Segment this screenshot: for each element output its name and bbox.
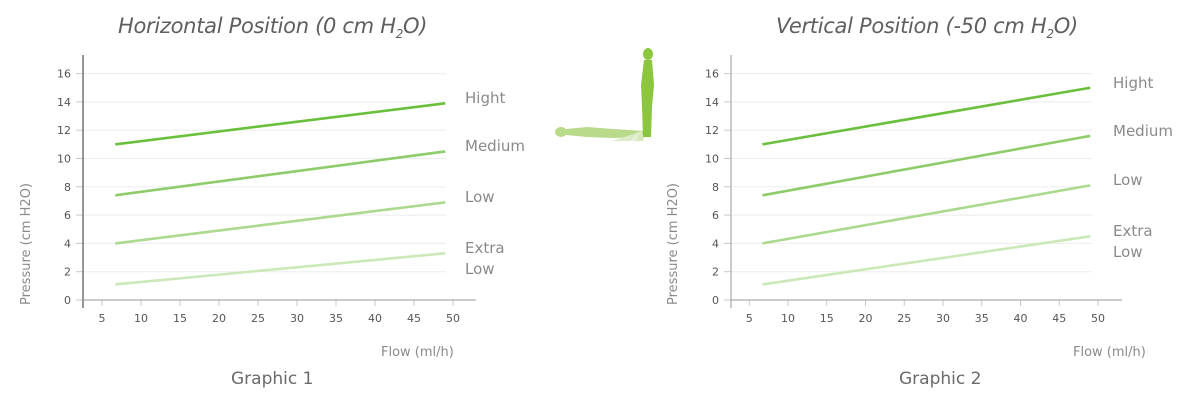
y-tick-label: 2 (64, 266, 71, 279)
y-tick-label: 14 (57, 96, 71, 109)
y-tick-label: 6 (712, 209, 719, 222)
chart-title-text-end: O) (403, 14, 428, 38)
x-tick-label: 35 (975, 312, 989, 325)
x-tick-label: 45 (407, 312, 421, 325)
series-label-line: Low (465, 260, 495, 279)
x-tick-label: 30 (290, 312, 304, 325)
y-tick-label: 16 (705, 68, 719, 81)
series-line-low (762, 184, 1091, 245)
y-axis-label: Pressure (cm H2O) (666, 182, 681, 305)
chart-title: Horizontal Position (0 cm H2O) (118, 14, 427, 41)
x-tick-label: 50 (1091, 312, 1105, 325)
x-tick-label: 50 (446, 312, 460, 325)
series-label-medium: Medium (465, 136, 525, 157)
series-label-low: Low (465, 187, 495, 208)
x-axis-label: Flow (ml/h) (381, 345, 454, 360)
chart-plot-area: 0 2 4 6 8 10 12 14 16 5 10 15 20 25 30 35 40 45 50 (57, 55, 476, 325)
chart-title: Vertical Position (-50 cm H2O) (776, 14, 1078, 41)
x-tick-label: 15 (173, 312, 187, 325)
x-tick-label: 20 (859, 312, 873, 325)
series-label-line: Medium (1113, 121, 1173, 140)
x-axis-label: Flow (ml/h) (1073, 345, 1146, 360)
x-tick-label: 35 (329, 312, 343, 325)
x-tick-label: 40 (1014, 312, 1028, 325)
chart-plot-area: 0 2 4 6 8 10 12 14 16 5 10 15 20 25 30 35 40 45 50 (705, 55, 1122, 325)
y-tick-label: 16 (57, 68, 71, 81)
chart-caption: Graphic 1 (231, 369, 314, 389)
chart-title-text: Vertical Position (-50 cm H (776, 14, 1047, 38)
y-tick-label: 4 (64, 237, 71, 250)
y-tick-label: 2 (712, 266, 719, 279)
x-tick-label: 40 (368, 312, 382, 325)
y-tick-label: 14 (705, 96, 719, 109)
y-tick-label: 6 (64, 209, 71, 222)
x-tick-label: 45 (1052, 312, 1066, 325)
series-label-hight: Hight (1113, 73, 1153, 94)
y-tick-label: 8 (64, 181, 71, 194)
chart-horizontal-position: Horizontal Position (0 cm H2O) 0 2 4 6 8 10 12… (0, 0, 560, 400)
series-label-medium: Medium (1113, 121, 1173, 142)
chart-caption: Graphic 2 (899, 369, 982, 389)
y-tick-label: 10 (705, 153, 719, 166)
x-tick-label: 30 (936, 312, 950, 325)
x-tick-label: 25 (897, 312, 911, 325)
x-tick-label: 5 (99, 312, 106, 325)
chart-title-subscript: 2 (395, 27, 404, 42)
series-label-line: Low (1113, 171, 1143, 190)
x-tick-label: 10 (134, 312, 148, 325)
series-label-low: Low (1113, 170, 1143, 191)
series-label-line: Low (465, 188, 495, 207)
series-label-line: Low (1113, 243, 1143, 262)
x-tick-label: 25 (251, 312, 265, 325)
series-label-line: Hight (1113, 73, 1154, 92)
series-label-hight: Hight (465, 88, 505, 109)
series-label-extra-low: Extra Low (1113, 221, 1153, 263)
y-tick-label: 12 (705, 124, 719, 137)
series-label-extra-low: Extra Low (465, 238, 505, 280)
series-label-line: Extra (465, 239, 505, 258)
series-line-hight (762, 86, 1091, 146)
series-line-medium (115, 150, 446, 197)
chart-title-text: Horizontal Position (0 cm H (118, 14, 396, 38)
series-line-extra-low (762, 235, 1091, 286)
series-label-line: Medium (465, 137, 525, 156)
series-line-hight (115, 102, 446, 146)
x-tick-label: 15 (820, 312, 834, 325)
series-label-line: Extra (1113, 222, 1153, 241)
y-tick-label: 0 (712, 294, 719, 307)
series-line-medium (762, 134, 1091, 197)
x-tick-label: 20 (212, 312, 226, 325)
y-tick-label: 10 (57, 153, 71, 166)
series-line-low (115, 201, 446, 245)
y-tick-label: 12 (57, 124, 71, 137)
y-tick-label: 4 (712, 237, 719, 250)
x-tick-label: 10 (781, 312, 795, 325)
chart-title-text-end: O) (1053, 14, 1078, 38)
y-tick-label: 0 (64, 294, 71, 307)
chart-title-subscript: 2 (1046, 27, 1054, 42)
y-tick-label: 8 (712, 181, 719, 194)
x-tick-label: 5 (746, 312, 753, 325)
series-label-line: Hight (465, 89, 506, 108)
series-line-extra-low (115, 252, 446, 286)
